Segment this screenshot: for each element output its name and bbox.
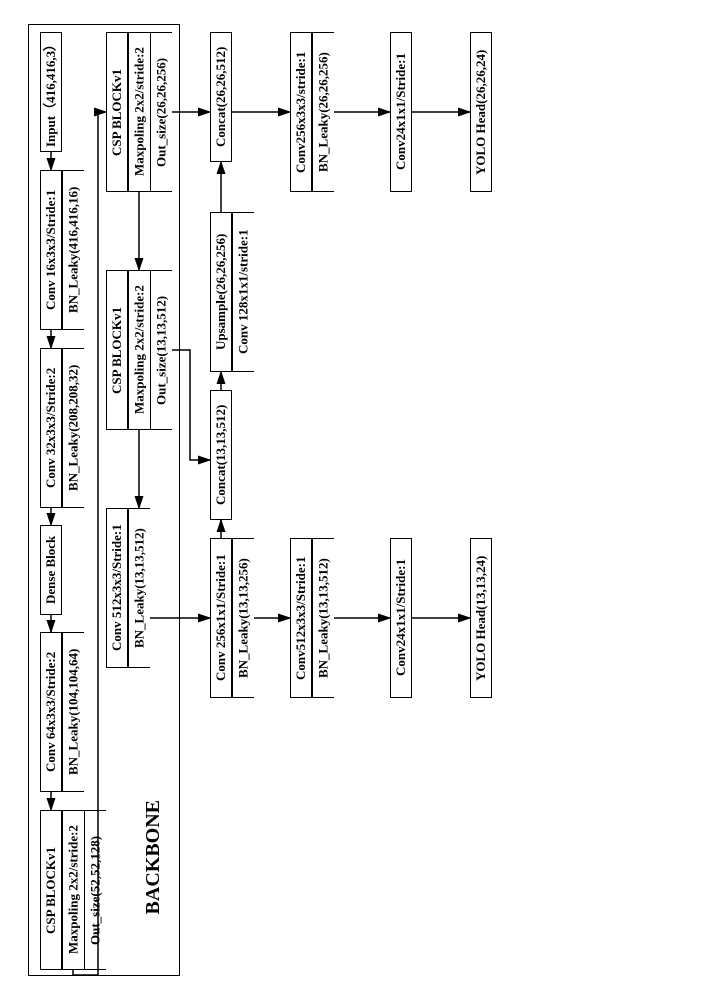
node-concat26: Concat(26,26,512) xyxy=(210,32,232,162)
node-dense: Dense Block xyxy=(40,525,62,615)
node-csp1: CSP BLOCKv1 Maxpoling 2x2/stride:2 Out_s… xyxy=(40,810,106,970)
node-conv32: Conv 32x3x3/Stride:2 BN_Leaky(208,208,32… xyxy=(40,348,84,508)
node-yolo-a: YOLO Head(26,26,24) xyxy=(470,32,492,192)
node-conv256-1x1: Conv 256x1x1/Stride:1 BN_Leaky(13,13,256… xyxy=(210,538,254,698)
node-yolo-b: YOLO Head(13,13,24) xyxy=(470,538,492,698)
node-concat13: Concat(13,13,512) xyxy=(210,390,232,520)
node-conv512-3x3: Conv512x3x3/Stride:1 BN_Leaky(13,13,512) xyxy=(290,538,334,698)
node-conv512-bb: Conv 512x3x3/Stride:1 BN_Leaky(13,13,512… xyxy=(106,508,150,668)
node-conv24-b: Conv24x1x1/Stride:1 xyxy=(390,538,412,698)
node-conv16: Conv 16x3x3/Stride:1 BN_Leaky(416,416,16… xyxy=(40,170,84,330)
node-upsample: Upsample(26,26,256) Conv 128x1x1/stride:… xyxy=(210,212,254,372)
node-csp3: CSP BLOCKv1 Maxpoling 2x2/stride:2 Out_s… xyxy=(106,270,172,430)
backbone-label: BACKBONE xyxy=(142,800,165,914)
network-diagram: BACKBONE Input（416,416,3） Conv 16x3x3/St… xyxy=(20,20,692,980)
node-conv64: Conv 64x3x3/Stride:2 BN_Leaky(104,104,64… xyxy=(40,632,84,792)
node-conv24-a: Conv24x1x1/Stride:1 xyxy=(390,32,412,192)
node-csp2: CSP BLOCKv1 Maxpoling 2x2/stride:2 Out_s… xyxy=(106,32,172,192)
node-conv256-3x3: Conv256x3x3/stride:1 BN_Leaky(26,26,256) xyxy=(290,32,334,192)
node-input: Input（416,416,3） xyxy=(40,32,62,152)
